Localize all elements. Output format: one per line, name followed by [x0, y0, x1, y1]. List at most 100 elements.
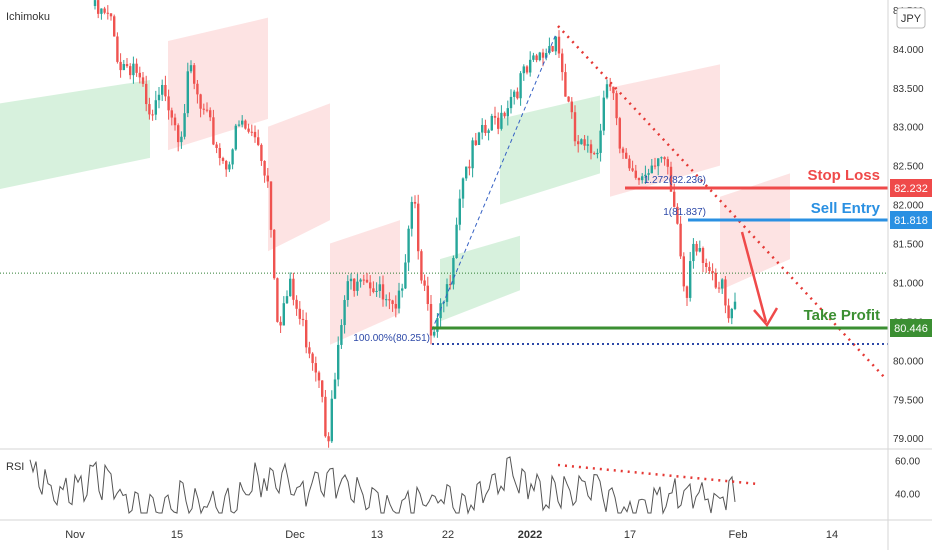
candle-body [263, 160, 266, 176]
candle-body [535, 55, 538, 61]
candle-body [391, 300, 394, 304]
cloud-segment [268, 103, 330, 252]
candle-body [116, 36, 119, 62]
candle-body [388, 299, 391, 301]
candle-body [596, 152, 599, 155]
candle-body [669, 166, 673, 192]
candle-body [138, 72, 141, 78]
candle-body [602, 97, 605, 131]
candle-body [433, 331, 436, 336]
candle-body [180, 136, 183, 143]
candle-body [452, 257, 455, 285]
candle-body [157, 94, 161, 101]
rsi-line [29, 456, 736, 515]
candle-body [413, 201, 417, 204]
candle-body [97, 0, 100, 14]
rsi-trendline [557, 463, 759, 486]
stop-loss-price-text: 82.232 [894, 183, 928, 195]
candle-body [308, 347, 311, 354]
candle-body [132, 63, 135, 76]
ichimoku-cloud [0, 17, 790, 345]
candle-body [154, 100, 157, 115]
candle-body [113, 16, 116, 37]
candle-body [189, 65, 193, 72]
time-tick-label: Dec [285, 529, 305, 541]
candle-body [689, 261, 692, 298]
candle-body [359, 279, 362, 282]
fib-label-100: 100.00%(80.251) [353, 333, 430, 344]
price-tick-label: 79.000 [893, 434, 924, 445]
projection-arrow-head [753, 307, 779, 328]
candle-body [353, 278, 356, 291]
sell-entry-label: Sell Entry [811, 200, 881, 217]
fib-label-1272: 1.272(82.236) [644, 175, 706, 186]
candle-body [484, 124, 487, 134]
candle-body [356, 281, 359, 291]
candle-body [125, 64, 129, 67]
candle-body [218, 147, 221, 159]
candle-body [477, 132, 481, 146]
candle-body [106, 12, 109, 14]
candle-body [100, 8, 103, 14]
price-tick-label: 82.000 [893, 201, 924, 212]
candle-body [145, 83, 148, 105]
candle-body [109, 13, 113, 17]
candle-body [465, 166, 468, 179]
candle-body [685, 286, 689, 298]
candle-body [397, 290, 401, 309]
price-tick-label: 79.500 [893, 395, 924, 406]
candle-body [663, 157, 666, 160]
candle-body [615, 93, 618, 119]
candle-body [167, 96, 170, 111]
candle-body [561, 53, 564, 73]
candle-body [682, 256, 685, 287]
candle-body [714, 272, 717, 288]
candle-body [378, 284, 381, 291]
time-tick-label: Feb [729, 529, 748, 541]
candle-body [295, 299, 298, 309]
candle-body [420, 251, 423, 281]
candle-body [269, 181, 273, 230]
candle-body [135, 63, 138, 73]
rsi-tick-label: 60.00 [895, 456, 920, 467]
candle-body [516, 91, 519, 99]
candle-body [474, 140, 477, 146]
indicator-label: Ichimoku [6, 11, 50, 23]
fib-label-1: 1(81.837) [663, 207, 706, 218]
candle-body [660, 157, 663, 159]
candle-body [461, 178, 465, 199]
candle-body [209, 110, 212, 118]
cloud-segment [330, 220, 400, 345]
candle-body [503, 112, 506, 117]
candle-body [231, 149, 234, 165]
candle-body [401, 288, 404, 291]
candle-body [129, 66, 132, 76]
candle-body [93, 0, 97, 6]
candle-body [260, 144, 263, 161]
candle-body [557, 36, 561, 54]
candle-body [599, 130, 602, 153]
take-profit-price-tag [890, 319, 932, 337]
candle-body [164, 84, 167, 97]
sell-entry-price-tag [890, 211, 932, 229]
candle-body [621, 148, 625, 153]
candle-body [183, 113, 186, 137]
candle-body [711, 271, 714, 273]
candle-body [538, 52, 541, 61]
candle-body [730, 308, 733, 319]
candle-body [458, 198, 461, 225]
candle-body [490, 115, 493, 131]
candle-body [673, 191, 676, 207]
time-axis: Nov 15 Dec 13 22 2022 17 Feb 14 [65, 529, 838, 541]
candle-body [577, 141, 580, 145]
candle-body [554, 36, 557, 52]
candle-body [580, 139, 583, 145]
rsi-label: RSI [6, 461, 24, 473]
candle-body [148, 104, 151, 115]
currency-badge[interactable] [896, 7, 926, 29]
candle-body [426, 285, 429, 305]
candle-body [186, 71, 189, 114]
candle-body [228, 164, 231, 170]
candle-body [340, 325, 343, 345]
candle-body [221, 158, 225, 161]
